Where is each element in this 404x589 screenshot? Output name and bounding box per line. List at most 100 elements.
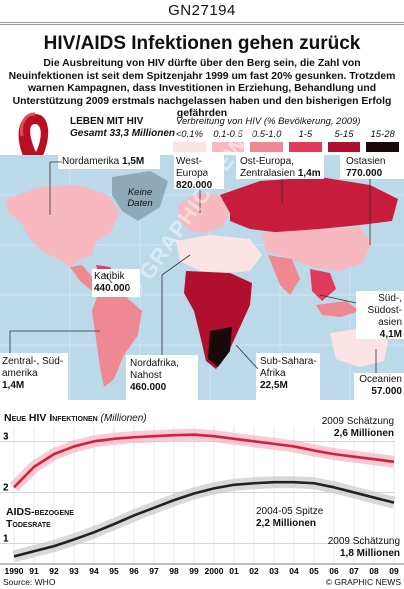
region-value: 1,4M	[2, 380, 25, 391]
legend-swatch	[327, 142, 361, 152]
credit: © GRAPHIC NEWS	[325, 577, 401, 587]
living-total: Gesamt 33,3 Millionen	[70, 128, 175, 140]
x-tick-label: 93	[69, 566, 79, 574]
label-eastern-europe: Ost-Europa, Zentralasien 1,4m	[240, 156, 321, 180]
legend-swatch	[250, 142, 283, 152]
legend-swatch	[211, 142, 245, 152]
label-sub-saharan-africa: Sub-Sahara- Afrika 22,5M	[260, 356, 317, 392]
legend-swatch	[366, 142, 399, 152]
x-tick-label: 97	[149, 566, 159, 574]
label-south-asia: Süd-, Südost- asien 4,1M	[360, 293, 402, 341]
graphic-code: GN27194	[168, 2, 236, 19]
deaths-label: AIDS-bezogene Todesrate	[6, 506, 74, 530]
region-name: Zentralasien	[240, 168, 296, 179]
western-europe-shape	[178, 193, 230, 233]
legend-label: 15-28	[370, 129, 395, 140]
southern-africa-shape	[208, 327, 232, 367]
region-value: 770.000	[346, 168, 383, 179]
annotation-2009-new: 2009 Schätzung 2,6 Millionen	[272, 416, 394, 440]
east-asia-shape	[262, 227, 372, 271]
north-africa-shape	[176, 235, 262, 273]
label-western-europe: West- Europa 820.000	[176, 156, 212, 192]
label-east-asia: Ostasien 770.000	[346, 156, 385, 180]
region-value: 820.000	[176, 180, 213, 191]
x-tick-label: 99	[189, 566, 199, 574]
indonesia-shape	[316, 301, 360, 317]
legend-swatch	[289, 142, 322, 152]
label-bg	[126, 355, 198, 400]
world-map	[0, 155, 404, 400]
annotation-2009-deaths: 2009 Schätzung 1,8 Millionen	[300, 536, 400, 560]
region-name: Ost-Europa,	[240, 156, 294, 167]
x-tick-label: 91	[29, 566, 39, 574]
chart-title: Neue HIV Infektionen (Millionen)	[4, 412, 147, 424]
x-tick-label: 06	[329, 566, 339, 574]
y-tick-label: 1	[3, 534, 9, 545]
region-name: Südost-	[367, 305, 402, 316]
sub-saharan-africa-shape	[184, 271, 252, 369]
southeast-asia-shape	[310, 269, 336, 301]
region-value: 1,5M	[122, 156, 145, 167]
label-bg	[356, 291, 404, 339]
region-name: Süd-,	[378, 293, 402, 304]
x-tick-label: 07	[349, 566, 359, 574]
x-tick-label: 08	[369, 566, 379, 574]
region-name: Afrika	[260, 368, 286, 379]
x-tick-label: 95	[109, 566, 119, 574]
label-bg	[92, 269, 140, 297]
x-tick-label: 04	[289, 566, 299, 574]
page-title: HIV/AIDS Infektionen gehen zurück	[43, 33, 361, 54]
region-value: 57.000	[371, 386, 402, 397]
region-name: Nahost	[130, 370, 162, 381]
label-oceania: Oceanien 57.000	[352, 374, 402, 398]
eastern-europe-shape	[220, 177, 398, 233]
region-name: Zentral-, Süd-	[2, 356, 64, 367]
x-tick-label: 98	[169, 566, 179, 574]
region-name: Ostasien	[346, 156, 386, 167]
new-infections-line	[13, 433, 395, 489]
annotation-peak-deaths: 2004-05 Spitze 2,2 Millionen	[256, 506, 323, 530]
region-name: Nordamerika	[62, 156, 120, 167]
living-total-value: 33,3 Millionen	[109, 128, 176, 139]
x-tick-label: 09	[389, 566, 399, 574]
leader-lines	[9, 161, 377, 373]
region-name: West-	[176, 156, 202, 167]
region-name: Sub-Sahara-	[260, 356, 317, 367]
x-tick-label: 94	[89, 566, 99, 574]
deaths-label-text: Todesrate	[6, 518, 51, 530]
legend-swatch	[173, 142, 206, 152]
x-tick-label: 1990	[5, 566, 24, 574]
label-north-africa: Nordafrika, Nahost 460.000	[130, 358, 179, 394]
x-tick-label: 96	[129, 566, 139, 574]
label-bg	[256, 353, 320, 400]
region-value: 440.000	[94, 283, 131, 294]
divider	[0, 22, 404, 23]
source: Source: WHO	[3, 577, 56, 587]
y-tick-label: 2	[3, 482, 9, 493]
living-total-label: Gesamt	[70, 128, 107, 139]
region-name: Europa	[176, 168, 209, 179]
label-bg	[340, 155, 404, 179]
no-data-text: Daten	[127, 198, 153, 209]
legend-title: Verbreitung von HIV (% Bevölkerung, 2009…	[176, 116, 361, 127]
x-tick-label: 02	[249, 566, 259, 574]
deaths-line	[13, 480, 395, 558]
deaths-label-text: AIDS-bezogene	[6, 506, 74, 518]
region-value: 460.000	[130, 382, 167, 393]
x-tick-label: 2000	[205, 566, 224, 574]
region-name: Oceanien	[359, 374, 402, 385]
x-tick-label: 03	[269, 566, 279, 574]
x-tick-label: 05	[309, 566, 319, 574]
label-bg	[236, 155, 324, 179]
label-bg	[174, 155, 224, 189]
chart-title-unit: (Millionen)	[100, 413, 147, 424]
region-name: asien	[378, 317, 402, 328]
legend-label: <0.1%	[175, 129, 203, 140]
chart-title-text: Neue HIV Infektionen	[4, 412, 98, 424]
label-no-data: Keine Daten	[116, 187, 164, 209]
legend: <0.1% 0.1-0.5 0.5-1.0 1-5 5-15 15-28	[170, 129, 402, 155]
annotation-value: 2,6 Millionen	[333, 428, 394, 439]
legend-label: 1-5	[298, 129, 313, 140]
annotation-value: 2,2 Millionen	[256, 518, 317, 529]
north-america-shape	[6, 185, 120, 267]
